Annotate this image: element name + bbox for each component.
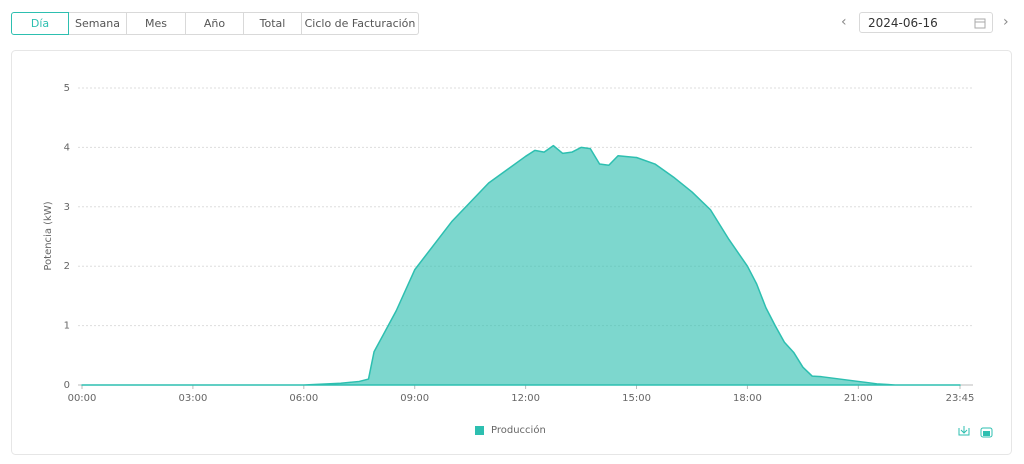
x-tick-label: 23:45 xyxy=(946,393,975,404)
x-tick-label: 15:00 xyxy=(622,393,651,404)
tab[interactable]: Año xyxy=(186,12,244,35)
y-tick-label: 4 xyxy=(64,142,70,153)
x-tick-label: 03:00 xyxy=(178,393,207,404)
date-text: 2024-06-16 xyxy=(868,16,938,30)
date-picker[interactable]: 2024-06-16 xyxy=(859,12,993,33)
tab-bar: Día Semana Mes Año Total Ciclo de Factur… xyxy=(11,12,419,35)
tab[interactable]: Mes xyxy=(127,12,186,35)
prev-day[interactable]: ‹ xyxy=(841,14,847,30)
y-tick-label: 5 xyxy=(64,83,70,94)
tab[interactable]: Semana xyxy=(69,12,127,35)
x-tick-label: 21:00 xyxy=(844,393,873,404)
y-tick-label: 0 xyxy=(64,380,70,391)
calendar-icon xyxy=(974,18,986,29)
x-tick-label: 12:00 xyxy=(511,393,540,404)
legend-label: Producción xyxy=(491,424,546,436)
y-tick-label: 1 xyxy=(64,321,70,332)
x-tick-label: 00:00 xyxy=(68,393,97,404)
tab[interactable]: Día xyxy=(11,12,69,35)
x-tick-label: 06:00 xyxy=(289,393,318,404)
download-icon[interactable] xyxy=(958,426,970,436)
area xyxy=(81,144,961,386)
legend-swatch xyxy=(475,426,484,435)
chart-card xyxy=(11,50,1012,455)
tab[interactable]: Ciclo de Facturación xyxy=(302,12,419,35)
x-tick-label: 18:00 xyxy=(733,393,762,404)
next-day[interactable]: › xyxy=(1003,14,1009,30)
y-tick-label: 3 xyxy=(64,202,70,213)
print-icon[interactable] xyxy=(980,427,993,438)
x-tick-label: 09:00 xyxy=(400,393,429,404)
y-tick-label: 2 xyxy=(64,261,70,272)
tab[interactable]: Total xyxy=(244,12,302,35)
y-axis-label: Potencia (kW) xyxy=(43,201,54,270)
